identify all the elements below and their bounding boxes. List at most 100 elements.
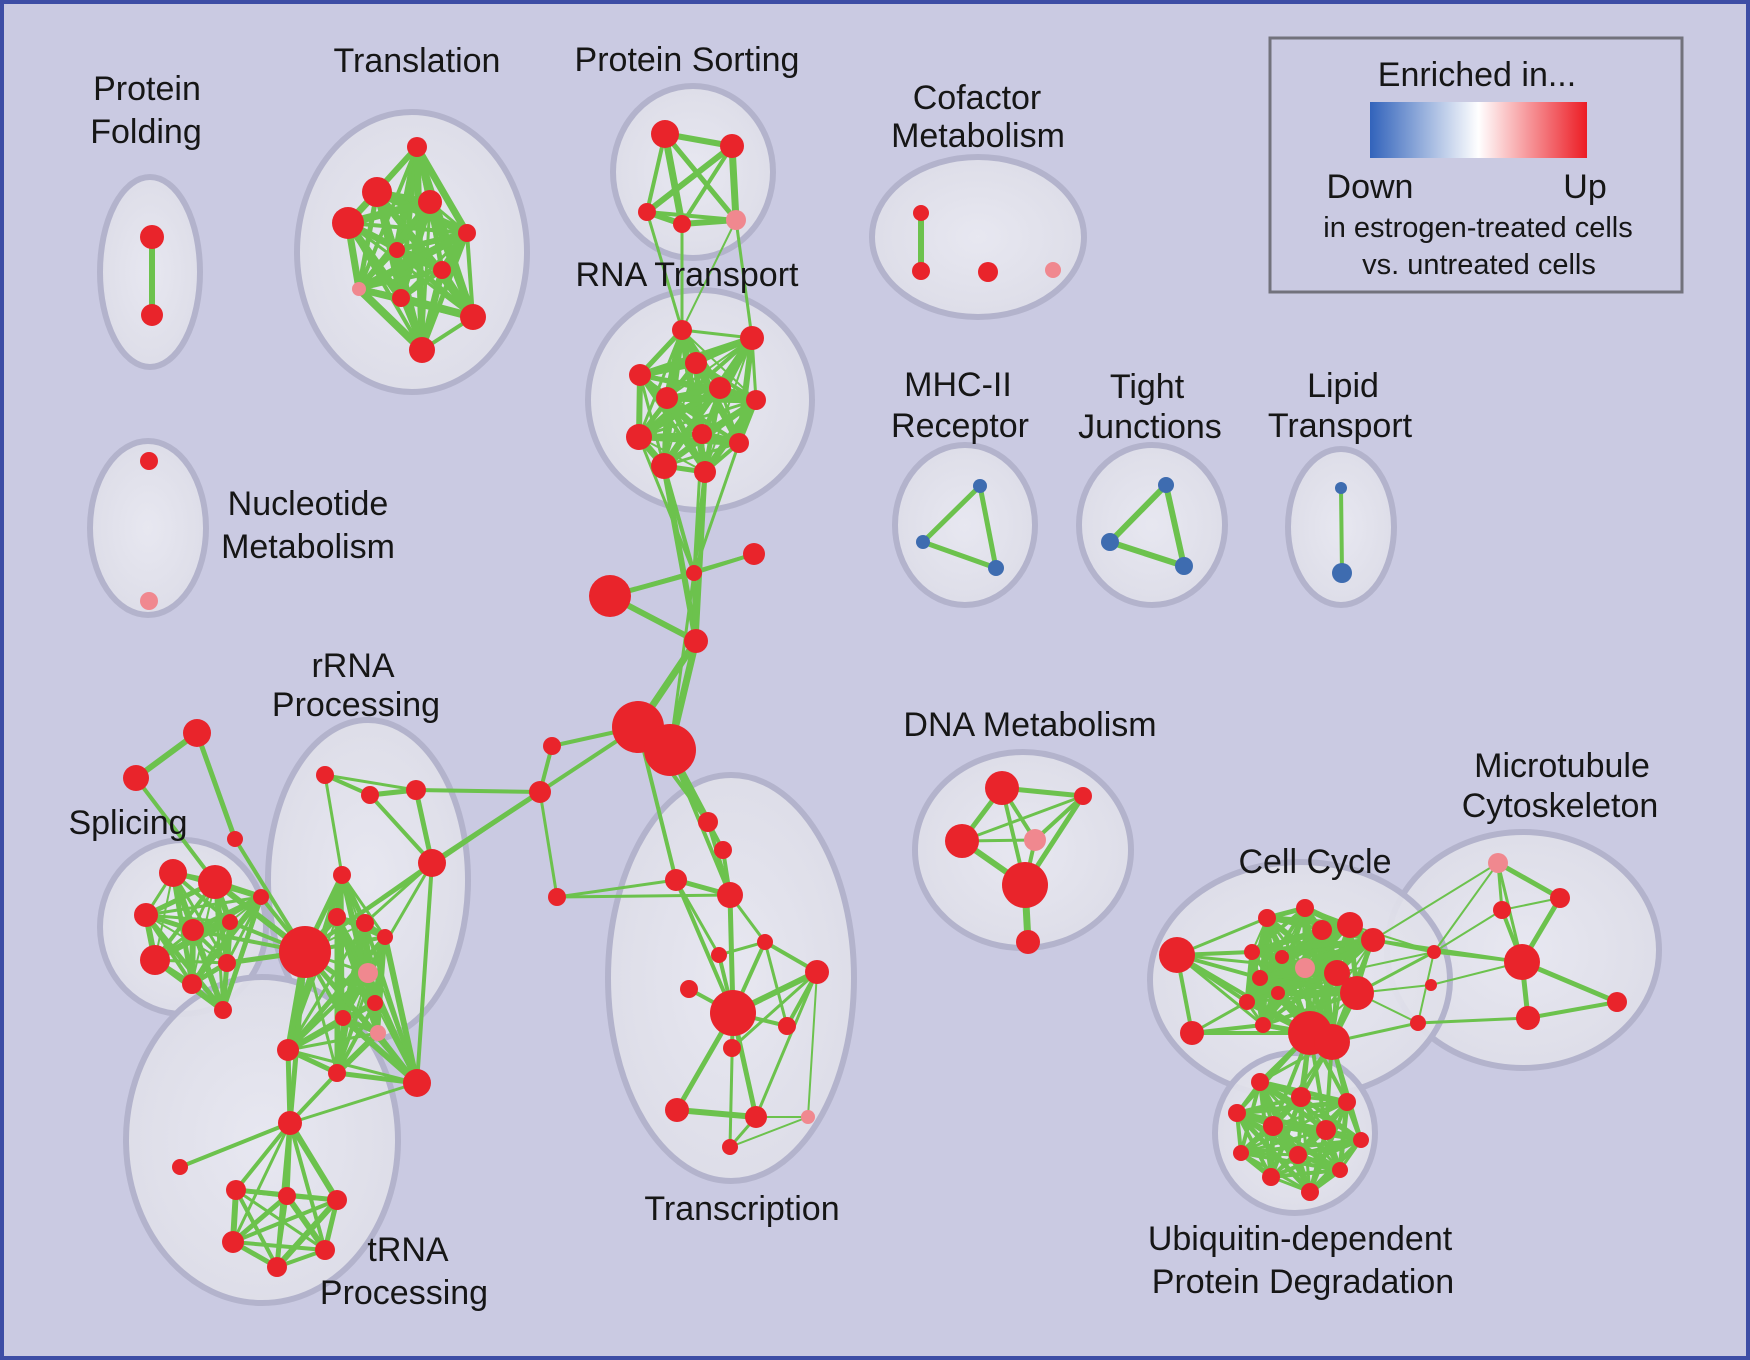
network-node [1255, 1017, 1271, 1033]
network-node [1301, 1183, 1319, 1201]
network-node [214, 1001, 232, 1019]
network-edge [285, 1047, 293, 1126]
network-edge [368, 793, 434, 865]
cluster-labels: Protein Folding Translation Protein Sorting… [68, 41, 1658, 1312]
cluster-ellipse-tight-junctions [1076, 442, 1228, 608]
network-node [720, 134, 744, 158]
network-node [1101, 533, 1119, 551]
network-node [333, 866, 351, 884]
legend-box [1268, 36, 1684, 294]
network-node [805, 960, 829, 984]
network-node [1410, 1015, 1426, 1031]
network-node [1516, 1006, 1540, 1030]
network-edge [1239, 1128, 1328, 1155]
network-node [717, 882, 743, 908]
legend-gradient-bar [1370, 102, 1587, 158]
network-edge [234, 1188, 327, 1252]
network-edge [728, 142, 740, 224]
network-node [1338, 1093, 1356, 1111]
network-node [709, 377, 731, 399]
network-edge [194, 730, 238, 842]
cluster-label: tRNA [367, 1231, 449, 1269]
network-node [159, 859, 187, 887]
network-node [123, 765, 149, 791]
network-node [370, 1025, 386, 1041]
network-edge [415, 861, 434, 1085]
network-edge [382, 934, 420, 1086]
cluster-label: Splicing [68, 804, 187, 842]
network-node [1291, 1087, 1311, 1107]
network-edge [661, 463, 699, 644]
network-edge [234, 1188, 279, 1269]
network-node [1504, 944, 1540, 980]
network-node [328, 908, 346, 926]
network-node [745, 1106, 767, 1128]
network-edge [357, 268, 444, 291]
network-node [685, 352, 707, 374]
legend-subtitle-line2: vs. untreated cells [1362, 249, 1596, 281]
network-edge [977, 483, 999, 571]
network-node [1324, 960, 1350, 986]
network-node [529, 781, 551, 803]
network-node [629, 364, 651, 386]
network-edge [1175, 953, 1307, 970]
network-edge [701, 396, 760, 476]
network-node [1361, 928, 1385, 952]
network-node [1337, 912, 1363, 938]
network-node [912, 262, 930, 280]
network-edge [356, 189, 380, 292]
cluster-label: rRNA [311, 647, 394, 685]
network-node [973, 479, 987, 493]
network-edge [413, 143, 471, 237]
network-edge [365, 970, 420, 1086]
network-node [1159, 937, 1195, 973]
network-node [1158, 477, 1174, 493]
legend-subtitle-line1: in estrogen-treated cells [1323, 212, 1633, 244]
network-node [267, 1257, 287, 1277]
network-node [316, 766, 334, 784]
network-edge [366, 861, 434, 975]
network-node [327, 1190, 347, 1210]
network-edge [637, 398, 758, 439]
network-edge [288, 1121, 327, 1252]
network-node [362, 177, 392, 207]
network-edge [1433, 909, 1503, 953]
network-edge [287, 949, 308, 1126]
network-node [740, 326, 764, 350]
network-edge [231, 1121, 292, 1244]
network-node [1016, 930, 1040, 954]
network-edge [1269, 1138, 1363, 1179]
network-node [227, 831, 243, 847]
network-node [945, 824, 979, 858]
network-node [985, 771, 1019, 805]
network-edge [661, 130, 686, 228]
network-edge [1416, 1016, 1530, 1025]
network-node [1228, 1104, 1246, 1122]
cluster-label: Protein Sorting [575, 41, 800, 79]
network-edge [730, 970, 819, 1050]
network-edge [231, 1240, 327, 1252]
network-edge [287, 1120, 340, 1203]
network-node [680, 980, 698, 998]
network-node [198, 865, 232, 899]
network-node [315, 1240, 335, 1260]
network-node [665, 869, 687, 891]
network-edge [465, 231, 475, 319]
network-node [433, 261, 451, 279]
cluster-label: Processing [272, 686, 440, 724]
legend: Enriched in... Down Up in estrogen-treat… [1268, 36, 1684, 294]
cluster-ellipse-dna-metabolism [912, 749, 1134, 951]
cluster-label: DNA Metabolism [903, 706, 1156, 744]
network-node [279, 926, 331, 978]
network-node [722, 1139, 738, 1155]
network-node [714, 841, 732, 859]
network-edge [355, 285, 426, 354]
network-edge [681, 219, 737, 331]
network-node [1175, 557, 1193, 575]
network-node [651, 120, 679, 148]
network-edge [414, 788, 542, 794]
network-node [729, 433, 749, 453]
cluster-ellipse-mhc-ii-receptor [892, 442, 1038, 608]
network-node [222, 914, 238, 930]
